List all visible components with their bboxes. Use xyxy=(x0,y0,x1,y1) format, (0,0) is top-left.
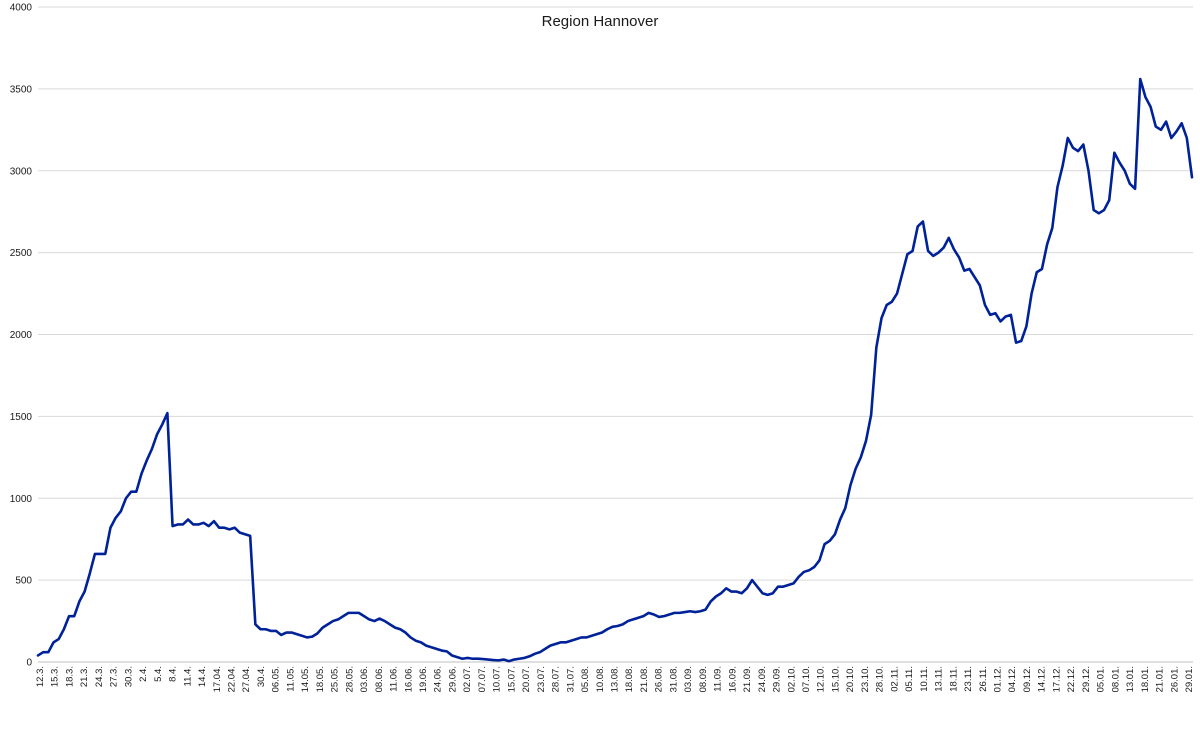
x-axis-ticks: 12.3. 15.3. 18.3. 21.3. 24.3. 27.3. 30.3. 2.4. 5… xyxy=(35,666,1195,692)
x-tick-label: 18.05. xyxy=(315,666,326,692)
x-tick-label: 13.08. xyxy=(610,666,621,692)
x-tick-label: 11.06. xyxy=(389,666,400,692)
x-tick-label: 15.10. xyxy=(830,666,841,692)
x-tick-label: 10.07. xyxy=(492,666,503,692)
x-tick-label: 05.01. xyxy=(1096,666,1107,692)
x-tick-label: 30.4. xyxy=(256,666,267,687)
x-tick-label: 15.07. xyxy=(506,666,517,692)
x-tick-label: 15.3. xyxy=(50,666,61,687)
x-tick-label: 28.05. xyxy=(344,666,355,692)
x-tick-label: 23.11. xyxy=(963,666,974,692)
x-tick-label: 26.11. xyxy=(978,666,989,692)
x-tick-label: 18.08. xyxy=(624,666,635,692)
x-tick-label: 04.12. xyxy=(1007,666,1018,692)
x-tick-label: 08.06. xyxy=(374,666,385,692)
x-tick-label: 18.11. xyxy=(948,666,959,692)
x-tick-label: 29.01. xyxy=(1184,666,1195,692)
series-line xyxy=(36,77,1194,663)
x-tick-label: 31.07. xyxy=(565,666,576,692)
x-tick-label: 08.09. xyxy=(698,666,709,692)
x-tick-label: 21.3. xyxy=(79,666,90,687)
x-tick-label: 25.05. xyxy=(330,666,341,692)
x-tick-label: 05.11. xyxy=(904,666,915,692)
x-tick-label: 21.01. xyxy=(1155,666,1166,692)
x-tick-label: 12.10. xyxy=(816,666,827,692)
x-tick-label: 02.07. xyxy=(462,666,473,692)
x-tick-label: 29.06. xyxy=(447,666,458,692)
x-tick-label: 10.11. xyxy=(919,666,930,692)
x-tick-label: 21.09. xyxy=(742,666,753,692)
x-tick-label: 27.04. xyxy=(241,666,252,692)
x-tick-label: 13.11. xyxy=(934,666,945,692)
x-tick-label: 21.08. xyxy=(639,666,650,692)
y-tick-label: 500 xyxy=(15,576,32,587)
chart-title: Region Hannover xyxy=(542,13,659,30)
x-tick-label: 29.09. xyxy=(772,666,783,692)
x-tick-label: 23.10. xyxy=(860,666,871,692)
x-tick-label: 26.08. xyxy=(654,666,665,692)
x-tick-label: 14.4. xyxy=(197,666,208,687)
x-tick-label: 16.09. xyxy=(727,666,738,692)
x-tick-label: 14.12. xyxy=(1037,666,1048,692)
x-tick-label: 23.07. xyxy=(536,666,547,692)
y-tick-label: 0 xyxy=(26,658,32,669)
x-tick-label: 05.08. xyxy=(580,666,591,692)
x-tick-label: 03.06. xyxy=(359,666,370,692)
x-tick-label: 31.08. xyxy=(668,666,679,692)
x-tick-label: 24.09. xyxy=(757,666,768,692)
x-tick-label: 11.05. xyxy=(285,666,296,692)
x-tick-label: 13.01. xyxy=(1125,666,1136,692)
x-tick-label: 02.10. xyxy=(786,666,797,692)
x-tick-label: 11.4. xyxy=(182,666,193,686)
x-tick-label: 20.10. xyxy=(845,666,856,692)
x-tick-label: 09.12. xyxy=(1022,666,1033,692)
x-tick-label: 22.12. xyxy=(1066,666,1077,692)
y-axis-ticks: 0 500 1000 1500 2000 2500 3000 3500 4000 xyxy=(10,3,33,669)
x-tick-label: 18.01. xyxy=(1140,666,1151,692)
x-tick-label: 03.09. xyxy=(683,666,694,692)
x-tick-label: 28.10. xyxy=(875,666,886,692)
y-tick-label: 4000 xyxy=(10,3,33,14)
x-tick-label: 16.06. xyxy=(403,666,414,692)
y-tick-label: 1000 xyxy=(10,494,33,505)
gridlines xyxy=(38,6,1193,581)
y-tick-label: 2000 xyxy=(10,330,33,341)
y-tick-label: 2500 xyxy=(10,248,33,259)
x-tick-label: 28.07. xyxy=(551,666,562,692)
x-tick-label: 02.11. xyxy=(889,666,900,692)
series-layer xyxy=(36,77,1194,663)
y-tick-label: 3000 xyxy=(10,166,33,177)
x-tick-label: 27.3. xyxy=(109,666,120,687)
y-tick-label: 1500 xyxy=(10,412,33,423)
x-tick-label: 06.05. xyxy=(271,666,282,692)
x-tick-label: 30.3. xyxy=(123,666,134,687)
x-tick-label: 07.10. xyxy=(801,666,812,692)
x-tick-label: 19.06. xyxy=(418,666,429,692)
x-tick-label: 20.07. xyxy=(521,666,532,692)
x-tick-label: 26.01. xyxy=(1169,666,1180,692)
x-tick-label: 24.06. xyxy=(433,666,444,692)
x-tick-label: 22.04. xyxy=(227,666,238,692)
x-tick-label: 29.12. xyxy=(1081,666,1092,692)
y-tick-label: 3500 xyxy=(10,84,33,95)
x-tick-label: 07.07. xyxy=(477,666,488,692)
x-tick-label: 8.4. xyxy=(168,666,179,682)
x-tick-label: 11.09. xyxy=(713,666,724,692)
x-tick-label: 5.4. xyxy=(153,666,164,682)
x-tick-label: 18.3. xyxy=(64,666,75,687)
x-tick-label: 17.04. xyxy=(212,666,223,692)
x-tick-label: 10.08. xyxy=(595,666,606,692)
x-tick-label: 24.3. xyxy=(94,666,105,687)
x-tick-label: 2.4. xyxy=(138,666,149,682)
x-tick-label: 17.12. xyxy=(1051,666,1062,692)
x-tick-label: 12.3. xyxy=(35,666,46,687)
x-tick-label: 01.12. xyxy=(993,666,1004,692)
x-tick-label: 14.05. xyxy=(300,666,311,692)
x-tick-label: 08.01. xyxy=(1110,666,1121,692)
